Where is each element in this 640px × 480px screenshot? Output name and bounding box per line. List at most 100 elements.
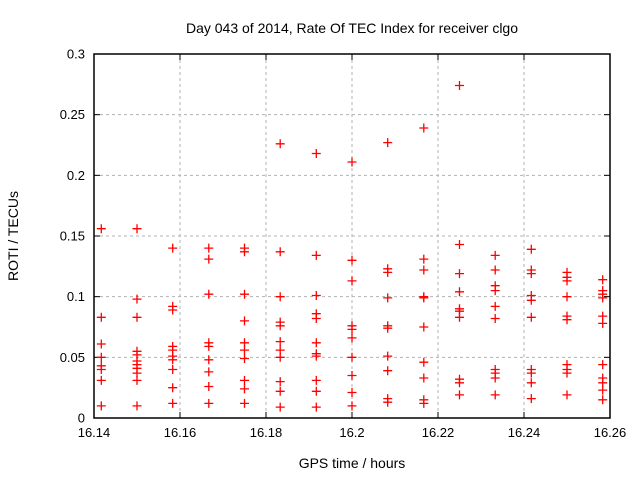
x-tick-label: 16.24 [508,425,541,440]
data-point-marker [96,401,106,411]
data-point-marker [311,402,321,412]
data-point-marker [455,378,464,388]
data-point-marker [383,293,393,303]
data-point-marker [526,269,536,279]
data-point-marker [204,367,214,377]
data-point-marker [132,294,142,304]
data-point-marker [311,338,321,348]
data-point-marker [168,243,178,253]
data-point-marker [347,255,357,265]
tick-label-layer: 16.14 16.16 16.18 16.2 16.22 16.24 16.26 0 0.05 0… [60,47,627,441]
data-point-marker [490,250,500,260]
data-point-marker [383,138,393,148]
y-tick-label: 0.15 [60,229,85,244]
data-point-marker [526,244,536,254]
data-point-marker [204,254,214,264]
data-point-marker [347,276,357,286]
data-point-marker [383,267,393,277]
data-point-marker [383,351,393,361]
data-point-marker [275,386,285,396]
data-point-marker [455,269,464,279]
data-point-marker [419,398,429,408]
data-point-marker [383,397,393,407]
x-tick-label: 16.16 [164,425,197,440]
data-point-marker [526,295,536,305]
data-point-marker [347,401,357,411]
y-tick-label: 0 [78,411,85,426]
data-point-marker [204,398,214,408]
data-point-marker [168,383,178,393]
data-point-marker [455,81,464,90]
data-point-marker [275,247,285,257]
data-point-marker [311,386,321,396]
data-point-marker [347,333,357,343]
data-point-marker [562,368,572,378]
data-point-marker [347,157,357,167]
x-tick-label: 16.14 [78,425,111,440]
data-point-marker [275,402,285,412]
data-point-marker [490,390,500,400]
data-point-marker [598,360,608,370]
data-point-marker [204,382,214,391]
x-tick-label: 16.2 [339,425,364,440]
data-point-marker [419,373,429,383]
y-tick-label: 0.25 [60,107,85,122]
data-point-marker [383,323,393,333]
data-point-layer [96,81,608,412]
data-point-marker [347,324,357,334]
data-point-marker [240,384,249,394]
y-tick-label: 0.05 [60,350,85,365]
x-tick-label: 16.18 [250,425,283,440]
data-point-marker [132,375,142,385]
data-point-marker [419,123,429,133]
data-point-marker [598,318,608,328]
y-tick-label: 0.1 [67,289,85,304]
data-point-marker [311,250,321,260]
data-point-marker [311,149,321,158]
data-point-marker [490,265,500,275]
data-point-marker [311,375,321,385]
y-tick-label: 0.2 [67,168,85,183]
data-point-marker [562,315,572,325]
data-point-marker [526,378,536,388]
x-axis-title: GPS time / hours [299,455,406,471]
data-point-marker [383,366,393,376]
data-point-marker [275,337,285,347]
data-point-marker [240,345,249,355]
data-point-marker [240,398,249,408]
data-point-marker [96,375,106,385]
data-point-marker [347,352,357,362]
data-point-marker [275,321,285,331]
data-point-marker [240,289,249,299]
data-point-marker [490,314,500,323]
data-point-marker [204,243,214,253]
data-point-marker [526,312,536,322]
data-point-marker [598,293,608,303]
data-point-marker [240,354,249,363]
x-tick-label: 16.22 [422,425,455,440]
data-point-marker [240,375,249,385]
data-point-marker [132,224,142,234]
data-point-marker [455,240,464,249]
data-point-marker [598,395,608,405]
chart-title: Day 043 of 2014, Rate Of TEC Index for r… [186,20,518,36]
data-point-marker [96,365,106,374]
data-point-marker [311,314,321,323]
data-point-marker [311,351,321,361]
data-point-marker [562,292,572,302]
x-tick-label: 16.26 [594,425,627,440]
data-point-marker [347,371,357,380]
data-point-marker [419,254,429,264]
data-point-marker [598,385,608,395]
data-point-marker [419,357,429,367]
data-point-marker [455,312,464,322]
data-point-marker [419,322,429,332]
data-point-marker [526,368,536,378]
data-point-marker [311,291,321,300]
data-point-marker [96,312,106,322]
data-point-marker [168,305,178,315]
data-point-marker [275,292,285,302]
data-point-marker [562,390,572,400]
